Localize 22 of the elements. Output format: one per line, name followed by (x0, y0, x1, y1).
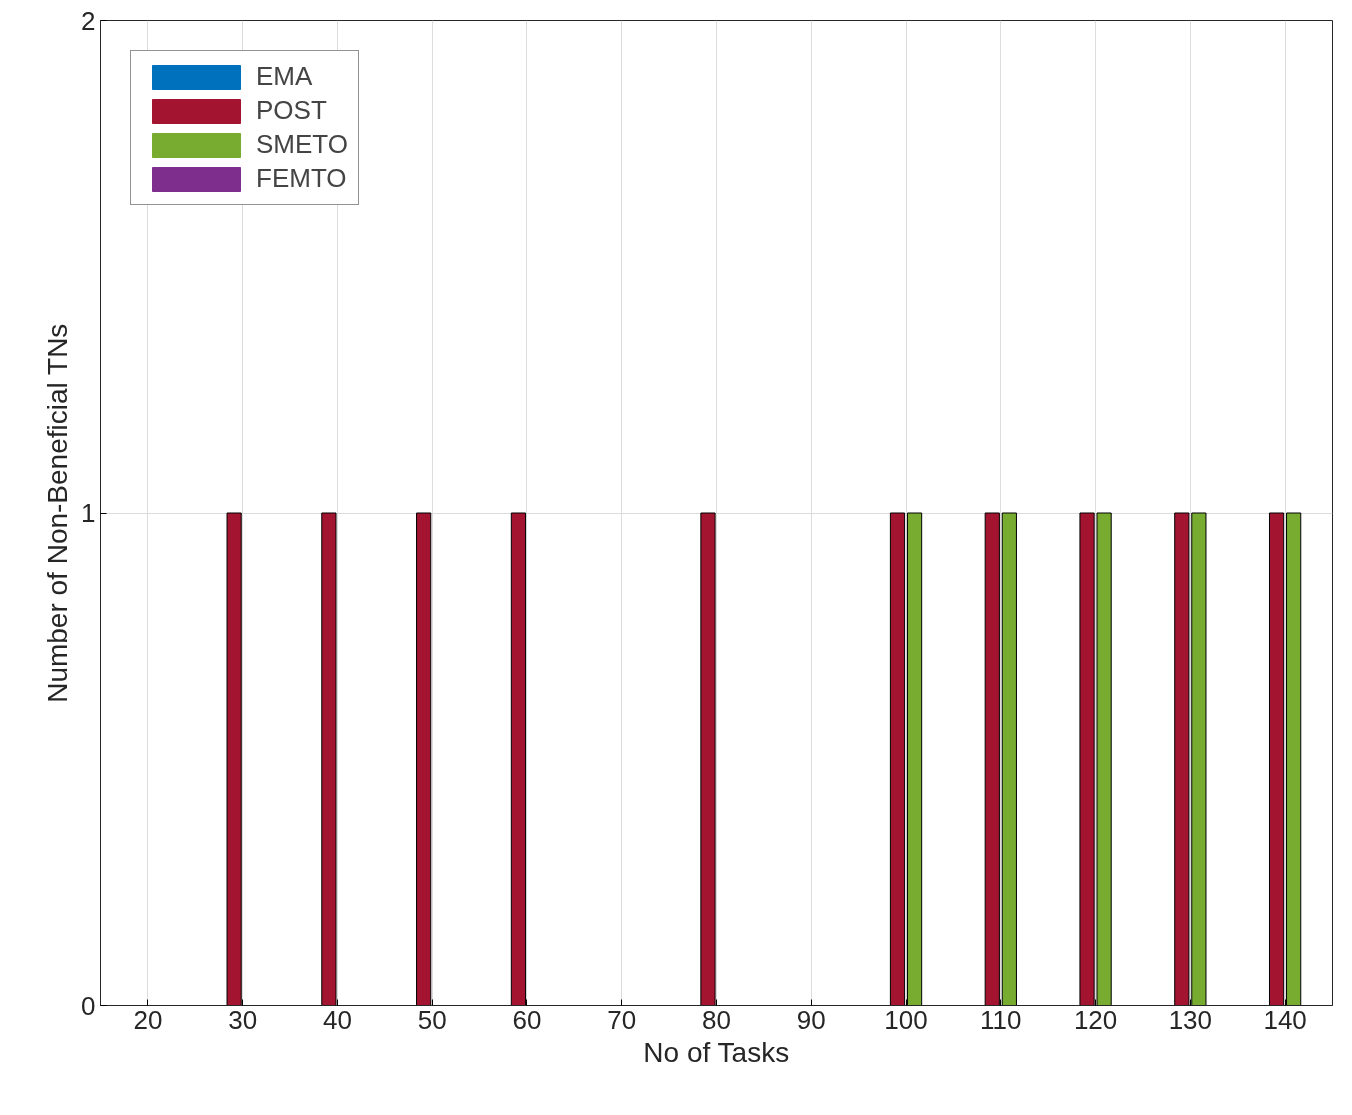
x-tick-label: 110 (980, 1004, 1022, 1035)
x-tick-label: 140 (1263, 1004, 1307, 1035)
legend-label: POST (256, 95, 327, 126)
x-tick-label: 70 (607, 1004, 637, 1035)
y-tick-label: 0 (81, 990, 96, 1021)
y-axis-title: Number of Non-Beneficial TNs (42, 323, 74, 703)
legend-label: SMETO (256, 129, 348, 160)
x-tick-label: 50 (417, 1004, 447, 1035)
y-tick-label: 1 (81, 498, 96, 528)
legend-label: EMA (256, 61, 313, 92)
x-tick-label: 90 (796, 1004, 826, 1035)
x-tick-label: 20 (133, 1004, 163, 1035)
x-axis-title: No of Tasks (643, 1036, 790, 1068)
y-tick-label: 2 (81, 5, 96, 36)
x-tick-label: 130 (1168, 1004, 1213, 1035)
x-tick-label: 80 (702, 1004, 731, 1035)
x-tick-label: 100 (884, 1004, 928, 1035)
x-tick-label: 60 (512, 1004, 542, 1035)
x-tick-label: 120 (1073, 1004, 1118, 1035)
x-tick-label: 30 (228, 1004, 258, 1035)
x-tick-label: 40 (322, 1004, 352, 1035)
legend-label: FEMTO (256, 163, 347, 194)
